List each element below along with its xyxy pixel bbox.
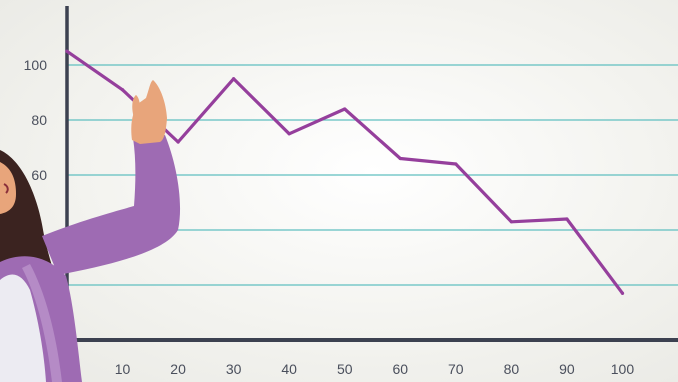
x-tick-label: 20 xyxy=(170,361,186,377)
presenter-lapel xyxy=(22,264,62,382)
y-tick-labels: 60 80 100 xyxy=(24,57,48,183)
data-point xyxy=(398,156,402,161)
data-point xyxy=(176,140,180,144)
x-tick-labels: 10 20 30 40 50 60 70 80 90 100 xyxy=(115,361,635,377)
data-point xyxy=(343,107,347,111)
x-tick-label: 70 xyxy=(448,361,464,377)
data-point xyxy=(565,217,569,221)
presenter-finger xyxy=(132,95,140,118)
data-point xyxy=(65,49,69,53)
data-point xyxy=(509,220,513,224)
presenter-hand xyxy=(131,80,167,144)
x-tick-label: 40 xyxy=(281,361,297,377)
x-tick-label: 100 xyxy=(611,361,635,377)
data-point xyxy=(232,77,236,81)
x-tick-label: 60 xyxy=(392,361,408,377)
presenter-mouth xyxy=(3,183,9,194)
y-tick-label: 80 xyxy=(31,112,47,128)
presenter-sleeve xyxy=(42,135,181,275)
x-tick-label: 50 xyxy=(337,361,353,377)
x-tick-label: 30 xyxy=(226,361,242,377)
data-point xyxy=(287,132,291,136)
presenter-shirt xyxy=(0,274,46,382)
data-point xyxy=(120,88,125,92)
presenter-hair xyxy=(0,150,62,292)
presenter-illustration xyxy=(0,80,181,382)
y-tick-label: 100 xyxy=(24,57,48,73)
x-tick-label: 80 xyxy=(504,361,520,377)
data-point xyxy=(454,162,458,166)
x-tick-label: 90 xyxy=(559,361,575,377)
data-point xyxy=(620,291,625,295)
x-tick-label: 10 xyxy=(115,361,131,377)
y-tick-label: 60 xyxy=(31,167,47,183)
